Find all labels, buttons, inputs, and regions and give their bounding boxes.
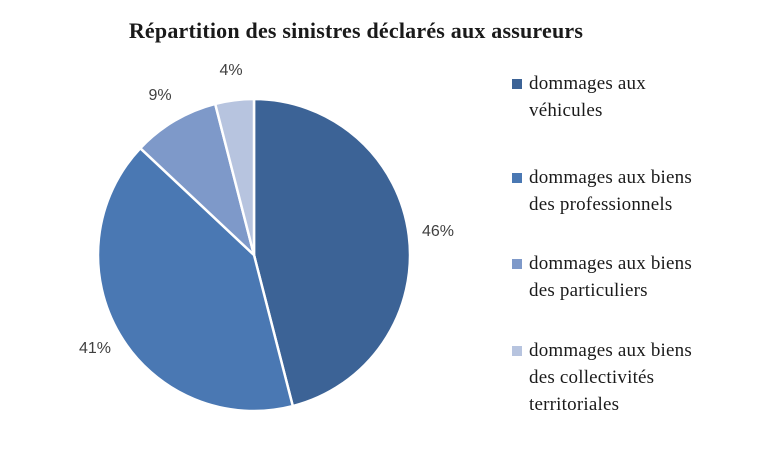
legend-item-biens-particuliers: dommages aux biens des particuliers xyxy=(512,250,692,304)
pie-slice xyxy=(96,146,295,413)
legend-item-biens-collectivites: dommages aux biens des collectivités ter… xyxy=(512,337,692,418)
legend-item-biens-professionnels: dommages aux biens des professionnels xyxy=(512,164,692,218)
legend-swatch xyxy=(512,259,522,269)
legend-item-vehicules: dommages aux véhicules xyxy=(512,70,646,124)
legend-item-label: dommages aux biens des professionnels xyxy=(529,167,692,215)
legend-swatch xyxy=(512,173,522,183)
legend-swatch xyxy=(512,79,522,89)
legend-swatch xyxy=(512,346,522,356)
chart-title: Répartition des sinistres déclarés aux a… xyxy=(128,18,584,43)
pie-slice xyxy=(213,97,256,256)
pie-slice xyxy=(252,97,412,408)
legend-item-label: dommages aux biens des particuliers xyxy=(529,253,692,301)
pie-slice xyxy=(138,102,257,259)
legend-item-label: dommages aux biens des collectivités ter… xyxy=(529,340,692,415)
legend-item-label: dommages aux véhicules xyxy=(529,73,646,121)
